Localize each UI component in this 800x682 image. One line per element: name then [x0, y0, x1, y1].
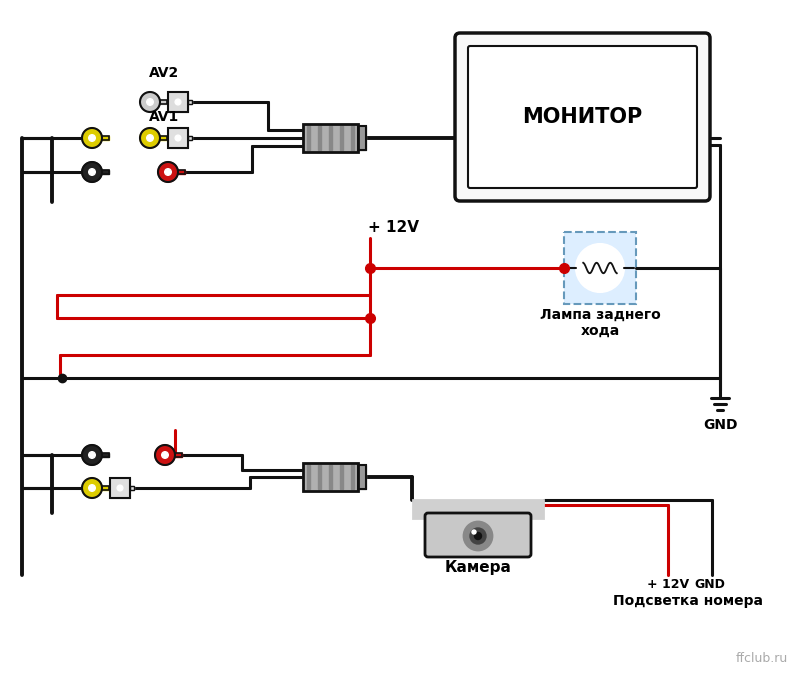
Bar [564, 232, 636, 304]
Circle shape [82, 128, 102, 148]
Circle shape [576, 244, 624, 292]
Circle shape [464, 522, 492, 550]
Bar [175, 453, 182, 457]
Bar [102, 170, 109, 174]
Text: МОНИТОР: МОНИТОР [522, 107, 642, 127]
Circle shape [82, 478, 102, 498]
Text: AV2: AV2 [149, 66, 179, 80]
Circle shape [474, 533, 482, 539]
Bar [302, 463, 358, 491]
Bar [160, 100, 167, 104]
Bar [102, 136, 109, 140]
Circle shape [175, 99, 181, 105]
Bar [102, 486, 109, 490]
Circle shape [470, 528, 486, 544]
Bar [350, 126, 354, 150]
Bar [130, 486, 134, 490]
FancyBboxPatch shape [455, 33, 710, 201]
FancyBboxPatch shape [425, 513, 531, 557]
Circle shape [89, 135, 95, 141]
Bar [302, 124, 358, 152]
Bar [188, 100, 192, 104]
FancyBboxPatch shape [468, 46, 697, 188]
Bar [178, 170, 185, 174]
Bar [168, 128, 188, 148]
Circle shape [140, 92, 160, 112]
Bar [339, 465, 342, 489]
Bar [358, 126, 366, 150]
Bar [110, 478, 130, 498]
Circle shape [89, 451, 95, 458]
Bar [175, 453, 182, 457]
Bar [358, 126, 366, 150]
Bar [168, 92, 188, 112]
Bar [358, 465, 366, 489]
Bar [110, 478, 130, 498]
Bar [413, 500, 543, 518]
Bar [160, 136, 167, 140]
Bar [188, 136, 192, 140]
Bar [318, 465, 321, 489]
Text: ffclub.ru: ffclub.ru [736, 652, 788, 665]
Text: GND: GND [702, 418, 738, 432]
Bar [168, 128, 188, 148]
Circle shape [146, 99, 154, 105]
Bar [350, 465, 354, 489]
Bar [306, 465, 310, 489]
Circle shape [82, 162, 102, 182]
Bar [318, 126, 321, 150]
Bar [339, 126, 342, 150]
Bar [329, 126, 331, 150]
Bar [130, 486, 134, 490]
Bar [358, 465, 366, 489]
Circle shape [158, 162, 178, 182]
Bar [188, 136, 192, 140]
Bar [102, 486, 109, 490]
Text: + 12V: + 12V [368, 220, 419, 235]
Bar [168, 92, 188, 112]
Circle shape [89, 485, 95, 491]
Circle shape [146, 135, 154, 141]
Bar [102, 453, 109, 457]
Circle shape [165, 168, 171, 175]
Text: Лампа заднего
хода: Лампа заднего хода [540, 308, 660, 338]
Bar [302, 124, 358, 152]
Bar [160, 136, 167, 140]
Bar [178, 170, 185, 174]
Bar [329, 465, 331, 489]
Circle shape [472, 530, 476, 534]
Text: Подсветка номера: Подсветка номера [613, 594, 763, 608]
Circle shape [155, 445, 175, 465]
Bar [102, 453, 109, 457]
Circle shape [162, 451, 168, 458]
Circle shape [175, 135, 181, 141]
Circle shape [82, 445, 102, 465]
Text: Камера: Камера [445, 560, 511, 575]
Circle shape [89, 168, 95, 175]
Bar [160, 100, 167, 104]
Bar [102, 170, 109, 174]
Circle shape [140, 128, 160, 148]
Bar [306, 126, 310, 150]
Circle shape [117, 485, 123, 491]
Bar [188, 100, 192, 104]
Text: + 12V: + 12V [647, 578, 689, 591]
Text: AV1: AV1 [149, 110, 179, 124]
Bar [302, 463, 358, 491]
Text: GND: GND [694, 578, 726, 591]
Bar [102, 136, 109, 140]
